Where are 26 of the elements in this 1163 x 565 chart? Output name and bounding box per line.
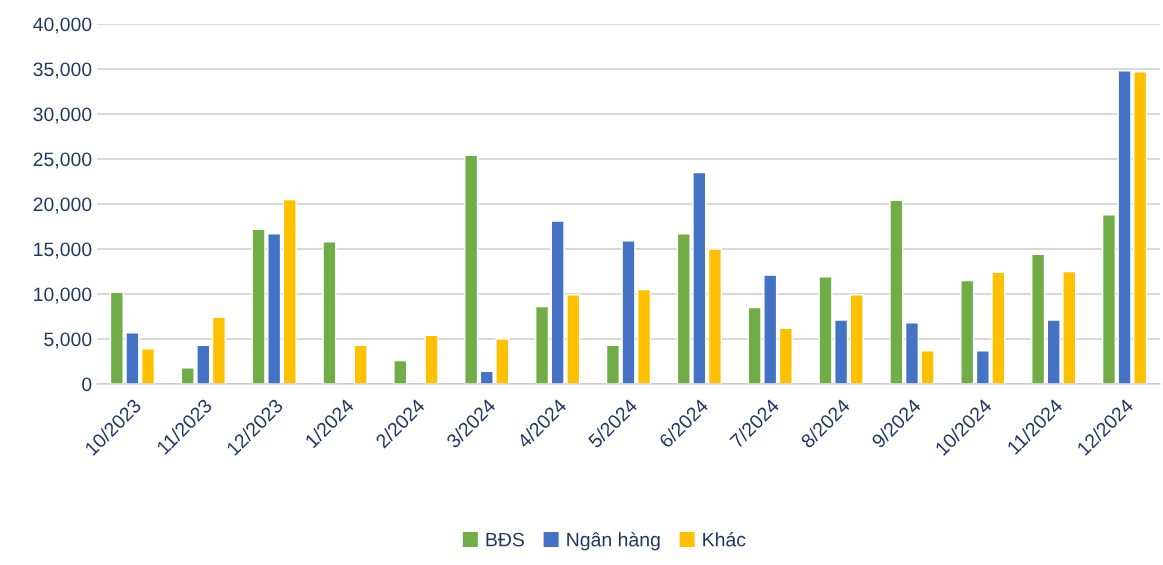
- bar: [1031, 253, 1046, 384]
- bar: [393, 359, 408, 384]
- y-tick-label: 20,000: [33, 197, 92, 214]
- bar: [282, 198, 297, 384]
- legend-label: Khác: [703, 531, 746, 547]
- y-tick-label: 5,000: [44, 332, 92, 349]
- legend-label: BĐS: [486, 532, 524, 547]
- bar: [464, 154, 479, 384]
- y-tick-label: 35,000: [33, 62, 92, 79]
- bar: [889, 199, 904, 384]
- y-tick-label: 10,000: [34, 287, 92, 304]
- y-tick-label: 15,000: [34, 242, 92, 259]
- bar: [322, 241, 337, 384]
- bar: [211, 316, 226, 384]
- y-tick-label: 40,000: [33, 17, 92, 34]
- bar: [353, 344, 368, 384]
- legend-label: Ngân hàng: [567, 531, 660, 551]
- bar: [849, 294, 864, 384]
- bar: [424, 334, 439, 384]
- y-tick-label: 30,000: [33, 107, 92, 124]
- bar: [960, 279, 975, 384]
- y-tick-label: 0: [82, 377, 92, 392]
- bar: [778, 327, 793, 384]
- y-tick-label: 25,000: [33, 152, 92, 169]
- bar: [534, 305, 550, 384]
- bar: [707, 248, 723, 384]
